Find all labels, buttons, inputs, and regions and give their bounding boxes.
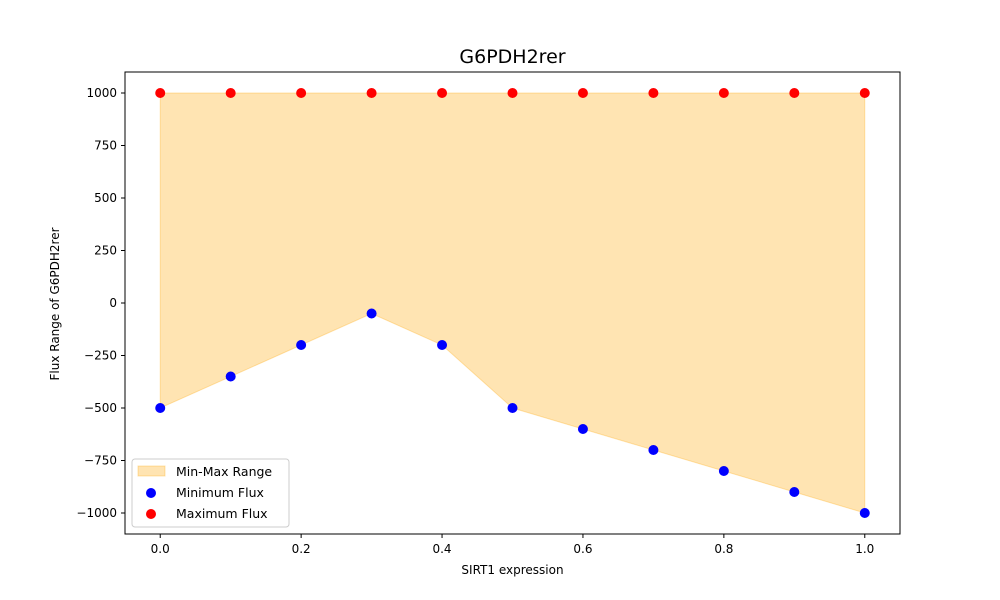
point-minimum-flux	[296, 340, 307, 350]
point-maximum-flux	[225, 88, 236, 98]
point-minimum-flux	[789, 487, 800, 497]
x-axis-title: SIRT1 expression	[461, 563, 563, 577]
point-minimum-flux	[507, 403, 518, 413]
x-tick-label: 0.8	[714, 542, 733, 556]
min-max-range-area	[159, 92, 866, 514]
point-maximum-flux	[577, 88, 588, 98]
legend: Min-Max Range Minimum Flux Maximum Flux	[131, 458, 290, 528]
y-tick-label: −750	[84, 454, 117, 468]
legend-marker-maximum	[146, 509, 156, 519]
legend-label-minimum: Minimum Flux	[176, 485, 264, 500]
plot-area	[155, 88, 870, 518]
y-tick-label: 750	[94, 139, 117, 153]
point-minimum-flux	[577, 424, 588, 434]
point-maximum-flux	[155, 88, 166, 98]
point-maximum-flux	[507, 88, 518, 98]
legend-label-maximum: Maximum Flux	[176, 506, 268, 521]
point-minimum-flux	[366, 308, 377, 319]
point-minimum-flux	[718, 466, 729, 476]
y-axis-title: Flux Range of G6PDH2rer	[48, 227, 62, 380]
point-maximum-flux	[789, 88, 800, 98]
point-maximum-flux	[296, 88, 307, 98]
point-maximum-flux	[366, 88, 377, 98]
point-maximum-flux	[648, 88, 659, 98]
point-minimum-flux	[859, 508, 870, 518]
legend-marker-minimum	[146, 488, 156, 498]
y-tick-label: 250	[94, 244, 117, 258]
y-tick-label: −1000	[76, 506, 117, 520]
point-maximum-flux	[718, 88, 729, 98]
y-tick-label: −500	[84, 401, 117, 415]
axes: 0.0 0.2 0.4 0.6 0.8 1.0 1000 750 500 250 0 −250 −500…	[76, 71, 901, 556]
point-minimum-flux	[155, 403, 166, 413]
point-minimum-flux	[225, 371, 236, 382]
point-maximum-flux	[437, 88, 448, 98]
point-minimum-flux	[437, 340, 448, 350]
legend-frame	[131, 458, 290, 528]
x-tick-label: 0.4	[432, 542, 451, 556]
x-tick-label: 0.0	[151, 542, 170, 556]
y-tick-label: 1000	[86, 86, 117, 100]
x-tick-label: 0.6	[573, 542, 592, 556]
y-tick-label: 500	[94, 191, 117, 205]
y-tick-label: −250	[84, 349, 117, 363]
legend-label-range: Min-Max Range	[176, 464, 272, 479]
point-maximum-flux	[859, 88, 870, 98]
y-tick-label: 0	[109, 296, 117, 310]
x-tick-label: 1.0	[855, 542, 874, 556]
chart-title: G6PDH2rer	[459, 46, 565, 68]
point-minimum-flux	[648, 445, 659, 455]
x-tick-label: 0.2	[292, 542, 311, 556]
legend-swatch-range	[137, 465, 166, 477]
